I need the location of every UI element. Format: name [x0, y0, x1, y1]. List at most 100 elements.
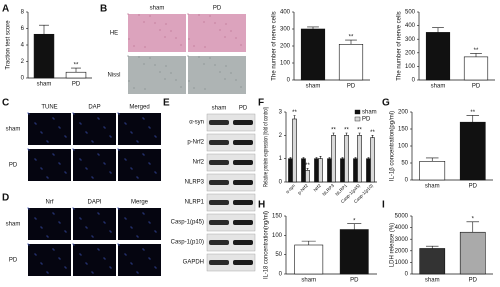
y-axis-label: IL-1β concentration(pg/ml) — [390, 111, 396, 181]
x-tick-label: PD — [347, 84, 356, 90]
y-tick-label: 2 — [279, 133, 283, 139]
y-axis-label: The number of nerve cells — [397, 11, 403, 80]
bar — [425, 32, 451, 81]
legend-label: PD — [362, 117, 371, 123]
x-tick-label: sham — [425, 278, 440, 284]
row-label: Casp-1(p45) — [171, 220, 204, 226]
error-bar — [358, 132, 361, 136]
x-tick-label: PD — [72, 82, 81, 88]
x-tick-label: sham — [425, 184, 440, 190]
panel-letter: G — [382, 98, 390, 109]
micrograph — [28, 208, 71, 240]
legend-label: sham — [362, 110, 377, 116]
micrograph — [28, 113, 71, 145]
x-tick-label: sham — [306, 84, 321, 90]
y-tick-label: 0 — [412, 78, 416, 84]
error-bar — [466, 221, 480, 233]
micrograph — [73, 208, 116, 240]
panel-letter: B — [100, 4, 107, 15]
panel-letter: A — [2, 4, 9, 15]
x-tick-label: Nrf2 — [312, 183, 322, 193]
bar — [294, 244, 324, 275]
significance: ** — [349, 35, 354, 41]
y-axis-label: IL-18 concentration(ng/ml) — [264, 211, 270, 279]
significance: ** — [370, 130, 375, 136]
significance: ** — [470, 110, 475, 116]
panel-letter: E — [163, 98, 170, 109]
y-tick-label: 400 — [405, 23, 416, 29]
bar — [459, 121, 486, 181]
column-header: Merge — [131, 200, 149, 206]
y-tick-label: 5000 — [395, 214, 409, 220]
error-bar — [293, 115, 296, 119]
y-tick-label: 1 — [279, 156, 283, 162]
x-tick-label: PD — [350, 278, 359, 284]
row-label: PD — [9, 258, 18, 264]
bar — [370, 137, 375, 183]
bar — [459, 231, 486, 275]
column-header: Merged — [129, 105, 149, 111]
y-tick-label: 2 — [21, 59, 25, 65]
significance: ** — [331, 128, 336, 134]
row-label: PD — [9, 163, 18, 169]
y-tick-label: 300 — [280, 27, 291, 33]
error-bar — [307, 26, 319, 29]
row-label: NLRP3 — [185, 180, 205, 186]
legend-swatch — [354, 109, 361, 115]
x-tick-label: PD — [472, 84, 481, 90]
y-tick-label: 200 — [398, 110, 409, 116]
column-header: PD — [239, 106, 248, 112]
error-bar — [341, 157, 344, 159]
x-tick-label: NLRP3 — [321, 183, 335, 197]
y-tick-label: 4 — [21, 43, 25, 49]
y-tick-label: 0 — [287, 78, 291, 84]
bar — [353, 158, 358, 183]
y-axis-label: The number of nerve cells — [272, 11, 278, 80]
y-tick-label: 100 — [272, 233, 283, 239]
error-bar — [301, 240, 316, 245]
bar — [339, 229, 369, 275]
error-bar — [425, 157, 439, 162]
legend-swatch — [354, 116, 361, 122]
x-tick-label: sham — [431, 84, 446, 90]
x-tick-label: sham — [37, 82, 52, 88]
panel-letter: H — [258, 200, 265, 211]
bar — [314, 158, 319, 183]
row-label: Casp-1(p10) — [171, 240, 204, 246]
y-tick-label: 500 — [405, 10, 416, 16]
row-label: p-Nrf2 — [187, 140, 204, 146]
row-label: GAPDH — [183, 260, 204, 266]
error-bar — [354, 157, 357, 159]
y-tick-label: 2000 — [395, 248, 409, 254]
significance: * — [353, 218, 356, 224]
bar — [419, 248, 446, 275]
error-bar — [345, 39, 357, 45]
error-bar — [302, 157, 305, 159]
micrograph — [73, 113, 116, 145]
micrograph — [118, 149, 161, 181]
bar — [292, 118, 297, 183]
x-tick-label: sham — [301, 278, 316, 284]
panel-letter: I — [382, 200, 385, 211]
column-header: sham — [150, 6, 165, 12]
row-label: sham — [6, 127, 21, 133]
error-bar — [470, 53, 482, 57]
error-bar — [328, 157, 331, 159]
significance: ** — [305, 163, 310, 169]
y-tick-label: 50 — [401, 161, 408, 167]
significance: ** — [292, 110, 297, 116]
y-tick-label: 0 — [21, 76, 25, 82]
micrograph — [188, 14, 246, 52]
micrograph — [73, 149, 116, 181]
significance: ** — [74, 63, 79, 69]
y-tick-label: 0 — [279, 272, 283, 278]
x-tick-label: α-syn — [285, 183, 297, 195]
y-tick-label: 150 — [272, 214, 283, 220]
column-header: DAP — [88, 105, 100, 111]
bar — [366, 158, 371, 183]
error-bar — [319, 156, 322, 159]
y-tick-label: 50 — [275, 252, 282, 258]
bar — [33, 33, 55, 79]
error-bar — [466, 115, 480, 123]
